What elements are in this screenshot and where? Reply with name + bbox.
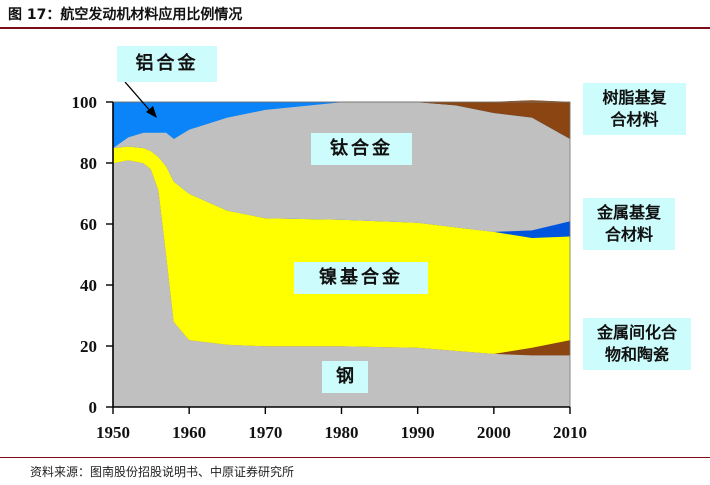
x-tick-label: 1970 xyxy=(248,423,282,442)
y-tick-label: 20 xyxy=(80,337,97,356)
chart-axes: 0 20 40 60 80 100 1950 1960 1970 1980 1990 2000 2010 xyxy=(72,93,588,442)
y-tick-label: 100 xyxy=(72,93,98,112)
label-mmc-line-2: 合材料 xyxy=(604,225,653,244)
y-tick-label: 40 xyxy=(80,276,97,295)
y-tick-label: 60 xyxy=(80,215,97,234)
aluminum-pointer-arrowhead xyxy=(146,106,157,118)
label-resin-composite: 树脂基复 合材料 xyxy=(583,83,686,135)
label-aluminum: 铝合金 xyxy=(117,46,217,82)
label-titanium: 钛合金 xyxy=(311,133,412,165)
label-metal-matrix-composite: 金属基复 合材料 xyxy=(583,198,675,250)
label-resin-line-1: 树脂基复 xyxy=(602,88,667,108)
x-tick-label: 2010 xyxy=(553,423,587,442)
y-tick-label: 0 xyxy=(89,398,98,417)
x-tick-label: 1950 xyxy=(96,423,130,442)
label-mmc-line-1: 金属基复 xyxy=(596,203,661,223)
label-steel: 钢 xyxy=(322,361,368,393)
label-intermetallic-ceramic: 金属间化合 物和陶瓷 xyxy=(583,318,691,370)
title-rule xyxy=(0,27,710,29)
label-intermetallic-line-2: 物和陶瓷 xyxy=(604,345,669,364)
label-intermetallic-line-1: 金属间化合 xyxy=(596,323,677,343)
x-tick-label: 1960 xyxy=(172,423,206,442)
figure-title: 图 17：航空发动机材料应用比例情况 xyxy=(8,7,243,23)
label-resin-line-2: 合材料 xyxy=(610,110,659,129)
label-nickel: 镍基合金 xyxy=(294,262,428,294)
aluminum-pointer xyxy=(124,81,153,114)
x-tick-label: 1980 xyxy=(325,423,359,442)
x-tick-label: 2000 xyxy=(477,423,511,442)
x-tick-label: 1990 xyxy=(401,423,435,442)
source-note: 资料来源：图南股份招股说明书、中原证券研究所 xyxy=(30,465,295,479)
source-rule xyxy=(0,457,710,458)
y-tick-label: 80 xyxy=(80,154,97,173)
